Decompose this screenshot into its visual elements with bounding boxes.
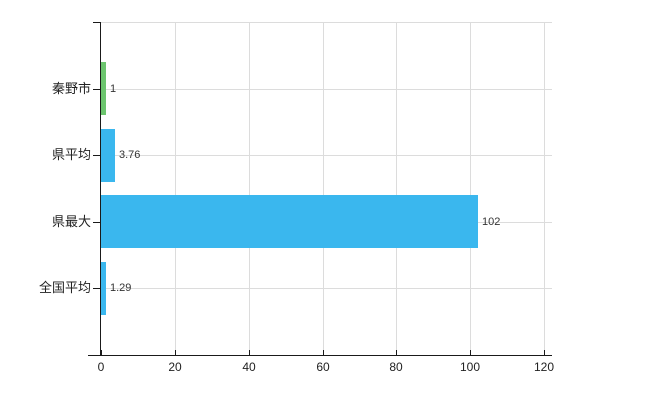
y-axis-line	[100, 22, 101, 356]
x-tick-label: 40	[242, 360, 256, 374]
x-axis-tick	[470, 350, 471, 355]
h-gridline	[101, 155, 552, 156]
bar-3	[101, 195, 478, 248]
y-axis-tick	[93, 288, 101, 289]
v-gridline	[470, 22, 471, 355]
h-gridline	[101, 22, 552, 23]
x-axis-line	[88, 355, 552, 356]
x-tick-label: 80	[389, 360, 403, 374]
category-label: 県最大	[51, 214, 91, 229]
bar-2	[101, 129, 115, 182]
y-axis-tick	[93, 155, 101, 156]
x-tick-label: 100	[459, 360, 481, 374]
bar-value-label: 102	[482, 216, 501, 228]
y-axis-tick	[93, 222, 101, 223]
v-gridline	[544, 22, 545, 355]
x-tick-label: 120	[533, 360, 555, 374]
bar-value-label: 1.29	[110, 282, 132, 294]
bar-4	[101, 262, 106, 315]
category-label: 秦野市	[51, 81, 91, 96]
x-axis-tick	[544, 350, 545, 355]
x-tick-label: 0	[97, 360, 105, 374]
v-gridline	[323, 22, 324, 355]
x-axis-tick	[249, 350, 250, 355]
category-label: 全国平均	[38, 280, 91, 295]
x-tick-label: 60	[316, 360, 330, 374]
v-gridline	[175, 22, 176, 355]
bar-value-label: 3.76	[119, 149, 141, 161]
x-axis-tick	[396, 350, 397, 355]
v-gridline	[396, 22, 397, 355]
bar-1	[101, 62, 106, 115]
bar-value-label: 1	[110, 83, 117, 95]
v-gridline	[249, 22, 250, 355]
x-axis-tick	[175, 350, 176, 355]
category-label: 県平均	[51, 147, 91, 162]
x-tick-label: 20	[168, 360, 182, 374]
x-axis-tick	[101, 350, 102, 355]
h-gridline	[101, 288, 552, 289]
y-axis-tick	[93, 22, 101, 23]
h-gridline	[101, 89, 552, 90]
y-axis-tick	[93, 89, 101, 90]
x-axis-tick	[323, 350, 324, 355]
